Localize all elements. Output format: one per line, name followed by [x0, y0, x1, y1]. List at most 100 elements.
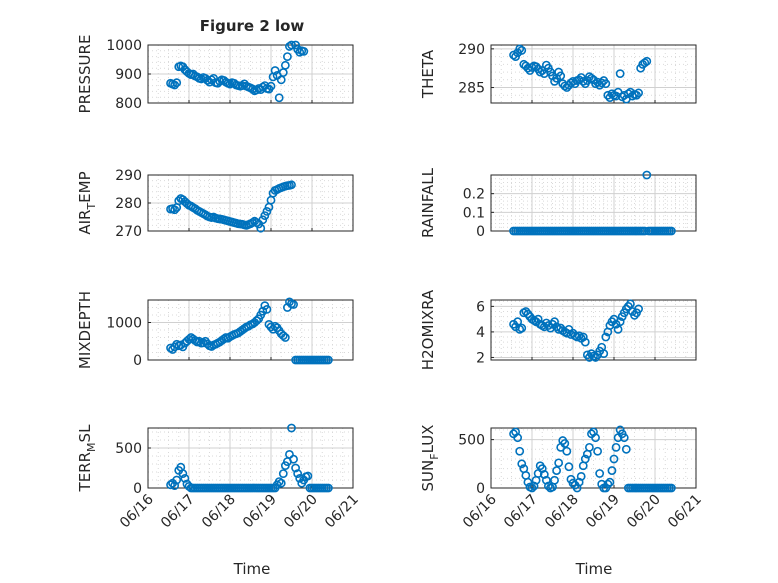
data-point [293, 469, 303, 478]
data-point [291, 40, 300, 50]
data-point [278, 469, 288, 478]
data-point [564, 462, 574, 472]
data-point [523, 477, 533, 487]
y-tick-label: 285 [458, 81, 485, 97]
subplot-7: 0 500 06/16 06/17 06/18 06/19 06/20 06/21 TERRMS… [76, 423, 362, 532]
data-point [287, 423, 296, 433]
data-point [560, 439, 570, 448]
data-point [591, 79, 600, 89]
data-point [289, 454, 298, 464]
subplot-grid: 800 900 1000 PRESSURE 285 290 THETA 270 280 290 AI… [76, 35, 705, 532]
data-point [527, 483, 537, 493]
data-point [262, 304, 272, 314]
y-tick-label: 0 [476, 481, 485, 497]
data-point [278, 331, 288, 341]
data-point [172, 78, 182, 88]
y-tick-label: 270 [115, 224, 142, 240]
data-point [578, 76, 588, 86]
y-tick-label: 900 [115, 67, 142, 83]
x-tick-label: 06/19 [583, 492, 623, 532]
data-point [599, 349, 609, 359]
data-point [533, 314, 543, 324]
y-axis-label: TERRMSL [76, 424, 98, 493]
data-point [619, 433, 629, 443]
data-point [258, 306, 268, 316]
axes-frame [147, 44, 354, 104]
data-point [323, 483, 333, 493]
data-point [603, 90, 613, 100]
y-tick-label: 290 [458, 42, 485, 58]
data-point [578, 332, 588, 342]
x-tick-label: 06/16 [117, 491, 157, 531]
data-point [515, 44, 525, 54]
y-tick-label: 0 [133, 353, 142, 369]
data-point [640, 58, 650, 68]
data-point [515, 446, 525, 456]
data-point [517, 46, 527, 55]
x-tick-label: 06/21 [322, 492, 362, 532]
data-point [544, 481, 553, 491]
data-point [580, 337, 590, 347]
data-point [291, 463, 300, 473]
axes-frame [490, 44, 697, 104]
y-axis-label: H2OMIXRA [419, 289, 437, 370]
data-point [270, 66, 280, 75]
data-point [517, 323, 527, 333]
data-point [562, 446, 572, 456]
data-point [280, 333, 290, 342]
data-point [258, 215, 268, 225]
data-point [531, 62, 541, 72]
data-point [593, 446, 602, 456]
data-point [174, 196, 184, 206]
data-point [287, 180, 296, 190]
data-point [609, 454, 619, 464]
y-axis-label: SUNFLUX [419, 425, 441, 492]
x-tick-label: 06/19 [240, 492, 280, 532]
data-point [303, 471, 313, 481]
axes-background [490, 427, 697, 489]
x-axis-label-left: Time [233, 560, 271, 578]
data-point [601, 332, 611, 342]
data-point [640, 226, 650, 236]
data-point [170, 205, 180, 215]
data-point [615, 317, 625, 327]
y-tick-label: 1000 [106, 38, 142, 54]
data-point [266, 322, 276, 332]
data-point [252, 316, 262, 326]
data-point [605, 477, 615, 487]
data-point [587, 73, 596, 83]
data-point [556, 71, 566, 81]
data-point [601, 79, 611, 89]
x-tick-label: 06/20 [281, 492, 321, 532]
data-point [513, 317, 523, 327]
y-tick-label: 0.1 [463, 205, 485, 221]
data-point [597, 78, 607, 88]
data-point [256, 223, 266, 233]
data-point [634, 304, 643, 314]
y-tick-label: 500 [115, 441, 142, 457]
data-point [667, 226, 676, 236]
data-point [611, 442, 621, 452]
subplot-6: 2 4 6 H2OMIXRA [419, 289, 697, 370]
data-point [621, 444, 631, 454]
data-point [603, 479, 613, 489]
data-point [323, 355, 333, 365]
data-point [632, 90, 641, 100]
data-point [184, 334, 194, 344]
data-point [287, 40, 296, 50]
y-tick-label: 280 [115, 196, 142, 212]
data-point [289, 300, 298, 309]
data-point [576, 471, 586, 481]
data-point [535, 67, 545, 77]
data-point [274, 93, 284, 103]
data-point [642, 56, 652, 66]
data-point [550, 475, 559, 485]
y-tick-label: 1000 [106, 316, 142, 332]
data-point [280, 60, 290, 70]
data-point [170, 80, 180, 90]
y-tick-label: 4 [476, 325, 485, 341]
y-axis-label: RAINFALL [419, 167, 437, 238]
data-point [513, 433, 523, 443]
data-point [266, 81, 276, 91]
